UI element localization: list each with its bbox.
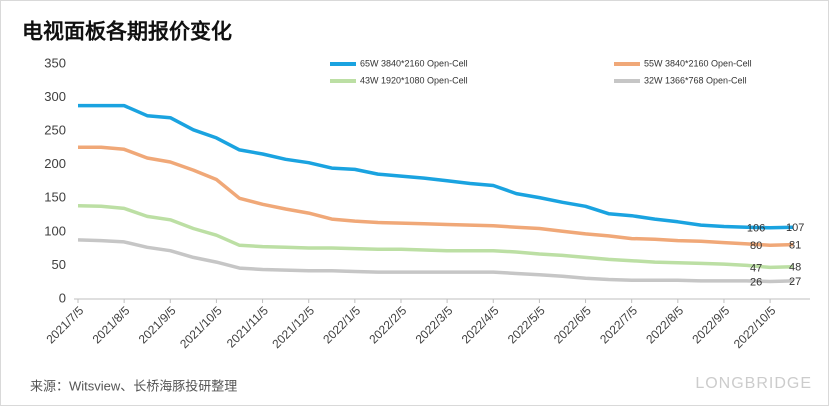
y-tick-label: 300 bbox=[44, 89, 66, 104]
series-line bbox=[78, 145, 794, 248]
y-tick-label: 250 bbox=[44, 123, 66, 138]
legend-label: 55W 3840*2160 Open-Cell bbox=[644, 58, 752, 68]
y-tick-label: 100 bbox=[44, 223, 66, 238]
data-label: 26 bbox=[750, 276, 762, 288]
series-line bbox=[77, 238, 794, 284]
data-label: 27 bbox=[789, 276, 801, 288]
data-label: 80 bbox=[750, 240, 762, 252]
y-tick-label: 50 bbox=[52, 257, 66, 272]
data-label: 47 bbox=[750, 262, 762, 274]
data-label: 106 bbox=[747, 223, 765, 235]
legend-label: 65W 3840*2160 Open-Cell bbox=[360, 58, 468, 68]
y-tick-label: 150 bbox=[44, 190, 66, 205]
y-tick-label: 350 bbox=[44, 55, 66, 70]
series-line bbox=[77, 203, 794, 270]
chart-title: 电视面板各期报价变化 bbox=[22, 20, 232, 44]
data-label: 81 bbox=[789, 240, 801, 252]
legend-label: 32W 1366*768 Open-Cell bbox=[644, 75, 747, 85]
series-line bbox=[78, 103, 794, 230]
data-label: 48 bbox=[789, 262, 801, 274]
y-tick-label: 0 bbox=[59, 290, 66, 305]
y-tick-label: 200 bbox=[44, 156, 66, 171]
source: 来源：Witsview、长桥海豚投研整理 bbox=[30, 378, 237, 393]
data-label: 107 bbox=[786, 222, 804, 234]
legend-label: 43W 1920*1080 Open-Cell bbox=[360, 75, 468, 85]
logo: LONGBRIDGE bbox=[695, 375, 812, 392]
